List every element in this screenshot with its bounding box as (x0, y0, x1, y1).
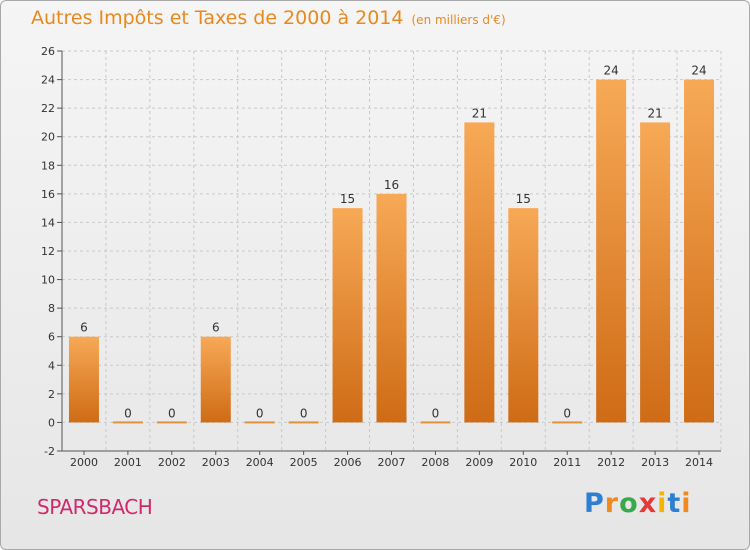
bar-value-label: 0 (168, 406, 176, 420)
x-tick-label: 2002 (158, 456, 186, 469)
logo-letter: P (584, 488, 605, 519)
logo-letter: i (681, 488, 692, 519)
bar-value-label: 24 (604, 64, 619, 78)
bar-value-label: 0 (256, 406, 264, 420)
x-tick-label: 2010 (509, 456, 537, 469)
bar (376, 193, 407, 423)
x-tick-label: 2006 (334, 456, 362, 469)
x-tick-label: 2005 (290, 456, 318, 469)
y-tick-label: 18 (41, 159, 55, 172)
y-tick-label: 6 (48, 331, 55, 344)
bar (464, 122, 495, 423)
bar (684, 79, 715, 423)
bar (420, 421, 451, 424)
y-tick-label: -2 (44, 445, 55, 458)
y-tick-label: 14 (41, 216, 55, 229)
x-tick-label: 2003 (202, 456, 230, 469)
y-tick-label: 10 (41, 274, 55, 287)
y-tick-label: 4 (48, 359, 55, 372)
y-tick-label: 2 (48, 388, 55, 401)
y-tick-label: 0 (48, 416, 55, 429)
logo-letter: o (619, 488, 639, 519)
bar (112, 421, 143, 424)
x-tick-label: 2004 (246, 456, 274, 469)
bar (288, 421, 319, 424)
bar-value-label: 0 (124, 406, 132, 420)
logo-letter: t (667, 488, 682, 519)
bar-value-label: 6 (212, 321, 220, 335)
x-tick-label: 2014 (685, 456, 713, 469)
bar (332, 208, 363, 423)
x-tick-label: 2000 (70, 456, 98, 469)
y-tick-label: 16 (41, 188, 55, 201)
x-tick-label: 2007 (378, 456, 406, 469)
bar-value-label: 21 (472, 106, 487, 120)
logo-letter: r (604, 488, 620, 519)
bar-value-label: 24 (691, 64, 706, 78)
bar-value-label: 16 (384, 178, 399, 192)
bar (156, 421, 187, 424)
bar (68, 336, 99, 423)
bar-value-label: 6 (80, 321, 88, 335)
bar (596, 79, 627, 423)
bar-value-label: 15 (340, 192, 355, 206)
proxiti-logo[interactable]: Proxiti (584, 488, 692, 519)
bar-value-label: 0 (563, 406, 571, 420)
x-tick-label: 2012 (597, 456, 625, 469)
y-tick-label: 26 (41, 45, 55, 58)
logo-letter: x (638, 488, 658, 519)
bar (244, 421, 275, 424)
y-tick-label: 20 (41, 131, 55, 144)
bar (508, 208, 539, 423)
bar-value-label: 0 (300, 406, 308, 420)
x-tick-label: 2013 (641, 456, 669, 469)
chart-title-row: Autres Impôts et Taxes de 2000 à 2014 (en… (31, 7, 506, 29)
y-tick-label: 12 (41, 245, 55, 258)
y-tick-label: 22 (41, 102, 55, 115)
x-tick-label: 2011 (553, 456, 581, 469)
chart-title: Autres Impôts et Taxes de 2000 à 2014 (31, 7, 404, 29)
y-tick-label: 8 (48, 302, 55, 315)
chart-unit: (en milliers d'€) (411, 13, 506, 27)
bar-value-label: 21 (647, 106, 662, 120)
y-tick-label: 24 (41, 74, 55, 87)
logo-letter: i (657, 488, 668, 519)
x-tick-label: 2008 (421, 456, 449, 469)
bar (200, 336, 231, 423)
bar (552, 421, 583, 424)
bar-value-label: 0 (432, 406, 440, 420)
place-name: SPARSBACH (37, 495, 153, 519)
bar-value-label: 15 (516, 192, 531, 206)
x-tick-label: 2001 (114, 456, 142, 469)
x-tick-label: 2009 (465, 456, 493, 469)
bar (640, 122, 671, 423)
